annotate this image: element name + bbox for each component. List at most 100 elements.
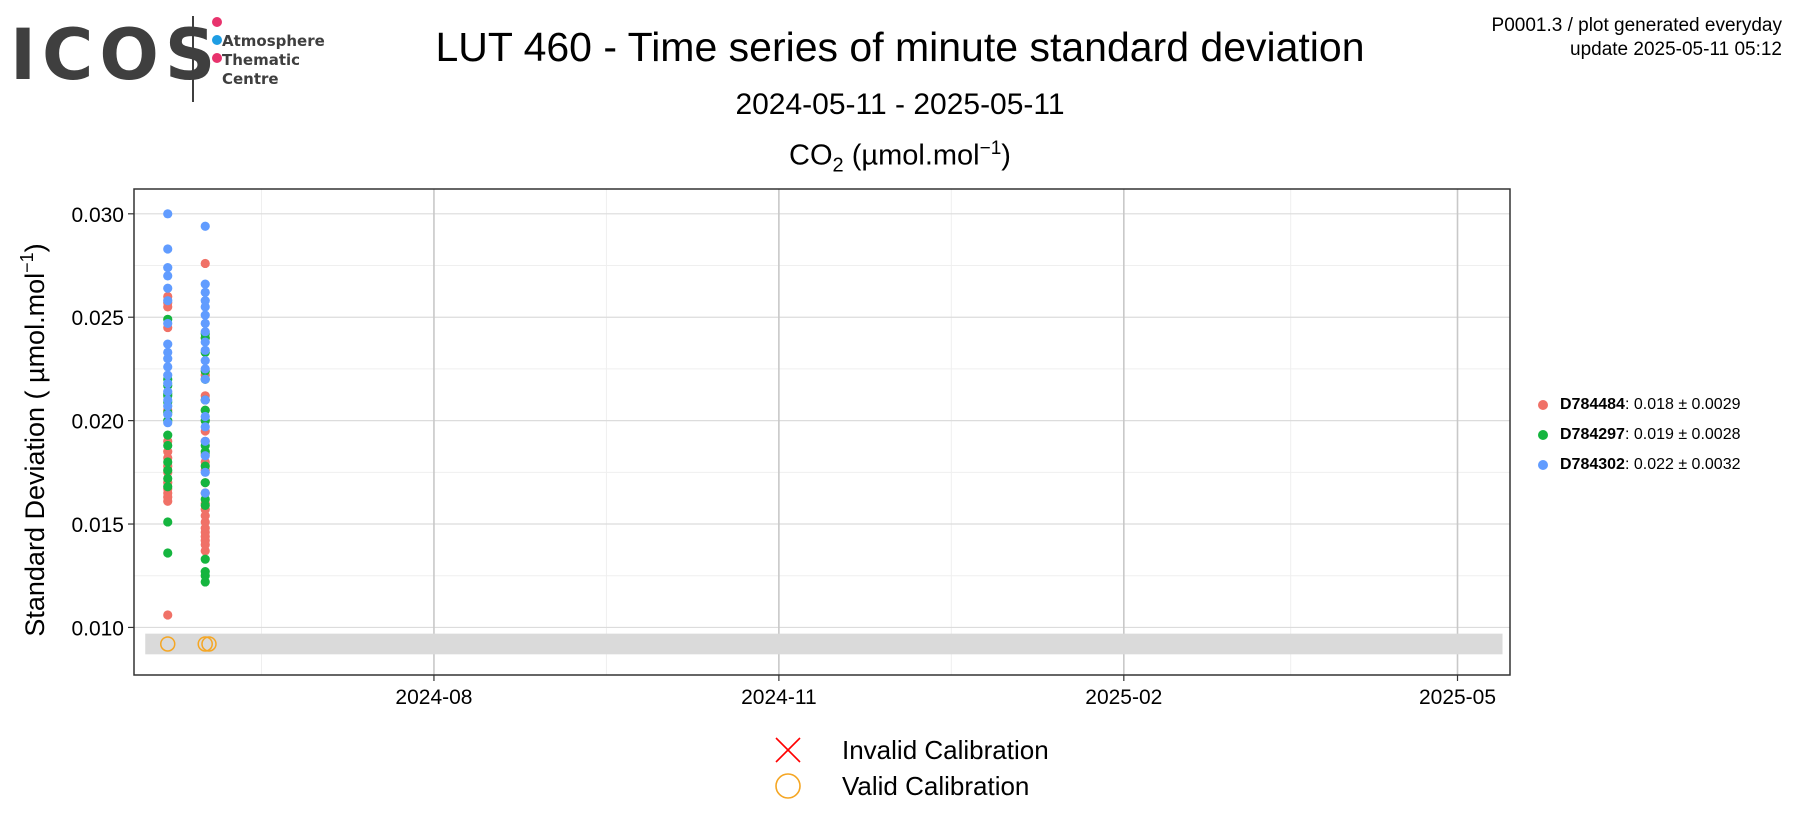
data-point <box>200 374 210 384</box>
update-time: update 2025-05-11 05:12 <box>1570 39 1782 60</box>
invalid-calibration-icon <box>775 737 801 763</box>
legend-item: D784484: 0.018 ± 0.0029 <box>1538 390 1741 420</box>
data-point <box>163 262 173 273</box>
data-point <box>163 353 173 364</box>
data-point <box>163 387 173 397</box>
axes: 0.010 0.015 0.020 0.025 0.030 2024-08 2024-11 2… <box>71 188 1511 709</box>
legend-item: D784297: 0.019 ± 0.0028 <box>1538 420 1741 450</box>
data-point <box>163 409 173 420</box>
data-point <box>163 517 173 527</box>
logo-dot <box>212 35 222 45</box>
calibration-band <box>145 633 1503 655</box>
x-tick-label: 2025-05 <box>1419 686 1496 709</box>
data-point <box>163 209 173 219</box>
logo-dot <box>212 17 222 27</box>
valid-calibration-icon <box>775 773 801 799</box>
data-point <box>163 473 173 484</box>
legend-series-name: D784302 <box>1560 456 1625 473</box>
y-axis-label-text: Standard Deviation ( µmol.mol <box>20 273 50 637</box>
legend-item: D784302: 0.022 ± 0.0032 <box>1538 450 1741 480</box>
data-point <box>200 356 210 366</box>
unit-superscript: −1 <box>979 138 1002 159</box>
data-point <box>200 364 210 374</box>
data-point <box>200 287 210 298</box>
data-point <box>163 283 173 293</box>
y-tick-label: 0.025 <box>71 307 124 330</box>
legend-series-summary: : 0.018 ± 0.0029 <box>1624 396 1741 413</box>
y-axis-label: Standard Deviation ( µmol.mol−1) <box>17 243 50 636</box>
data-point <box>200 554 210 564</box>
legend-series-summary: : 0.019 ± 0.0028 <box>1624 426 1741 443</box>
data-point <box>200 258 210 269</box>
legend-marker <box>1538 460 1548 470</box>
data-point <box>200 436 210 446</box>
logo-wordmark: ICOS <box>10 14 222 96</box>
data-point <box>163 401 173 411</box>
invalid-calibration-label: Invalid Calibration <box>842 734 1049 765</box>
data-point <box>200 478 210 488</box>
data-point <box>200 467 210 477</box>
data-point <box>163 339 173 349</box>
grid-lines <box>134 189 1510 675</box>
data-point <box>200 318 210 329</box>
data-point <box>163 244 173 254</box>
data-point <box>163 318 173 329</box>
plot-id: P0001.3 / plot generated everyday <box>1491 15 1782 36</box>
y-tick-label: 0.010 <box>71 617 124 640</box>
y-axis-label-sup: −1 <box>17 252 37 273</box>
x-tick-label: 2025-02 <box>1085 686 1162 709</box>
data-point <box>200 451 210 461</box>
calibration-legend: Invalid Calibration Valid Calibration <box>770 732 1049 804</box>
logo-caption-line: Thematic <box>222 51 301 69</box>
data-point <box>200 221 210 231</box>
data-point <box>200 327 210 337</box>
data-point <box>200 566 210 577</box>
legend-series-name: D784297 <box>1560 426 1625 443</box>
logo-caption-line: Centre <box>222 70 279 88</box>
y-tick-label: 0.020 <box>71 411 124 434</box>
data-point <box>163 440 173 451</box>
data-point <box>200 422 210 432</box>
date-range: 2024-05-11 - 2025-05-11 <box>735 88 1065 121</box>
plot-info: P0001.3 / plot generated everyday update… <box>1492 14 1782 62</box>
valid-calibration-marker <box>201 636 217 652</box>
data-point <box>200 488 210 498</box>
y-axis-label-close: ) <box>20 243 50 252</box>
series-legend: D784484: 0.018 ± 0.0029 D784297: 0.019 ±… <box>1538 390 1741 480</box>
data-point <box>163 362 173 372</box>
species-unit-title: CO2 (µmol.mol−1) <box>0 138 1800 177</box>
valid-calibration-marker <box>197 636 213 652</box>
y-tick-label: 0.030 <box>71 204 124 227</box>
y-tick-label: 0.015 <box>71 514 124 537</box>
data-point <box>200 279 210 289</box>
logo-caption-line: Atmosphere <box>222 32 325 50</box>
data-point <box>163 378 173 388</box>
legend-marker <box>1538 430 1548 440</box>
data-point <box>163 548 173 558</box>
logo-dot <box>212 53 222 63</box>
data-point <box>163 465 173 475</box>
data-point <box>163 430 173 440</box>
data-point <box>200 310 210 320</box>
species-name: CO <box>789 139 833 172</box>
legend-series-summary: : 0.022 ± 0.0032 <box>1624 456 1741 473</box>
data-point <box>200 337 210 347</box>
data-point <box>200 345 210 355</box>
data-points <box>163 209 210 620</box>
data-point <box>163 418 173 428</box>
data-point <box>163 296 173 306</box>
valid-calibration-label: Valid Calibration <box>842 770 1030 801</box>
unit-close: ) <box>1001 139 1011 172</box>
data-point <box>163 370 173 380</box>
calibration-legend-item: Invalid Calibration <box>770 732 1049 768</box>
calibration-band-rect <box>145 633 1503 655</box>
data-point <box>163 610 173 620</box>
data-point <box>200 302 210 312</box>
legend-series-name: D784484 <box>1560 396 1625 413</box>
logo-separator <box>192 16 194 102</box>
data-point <box>200 395 210 405</box>
calibration-markers <box>159 636 217 652</box>
chart-title: LUT 460 - Time series of minute standard… <box>435 24 1365 70</box>
x-tick-label: 2024-11 <box>741 686 817 709</box>
x-tick-label: 2024-08 <box>395 686 472 709</box>
